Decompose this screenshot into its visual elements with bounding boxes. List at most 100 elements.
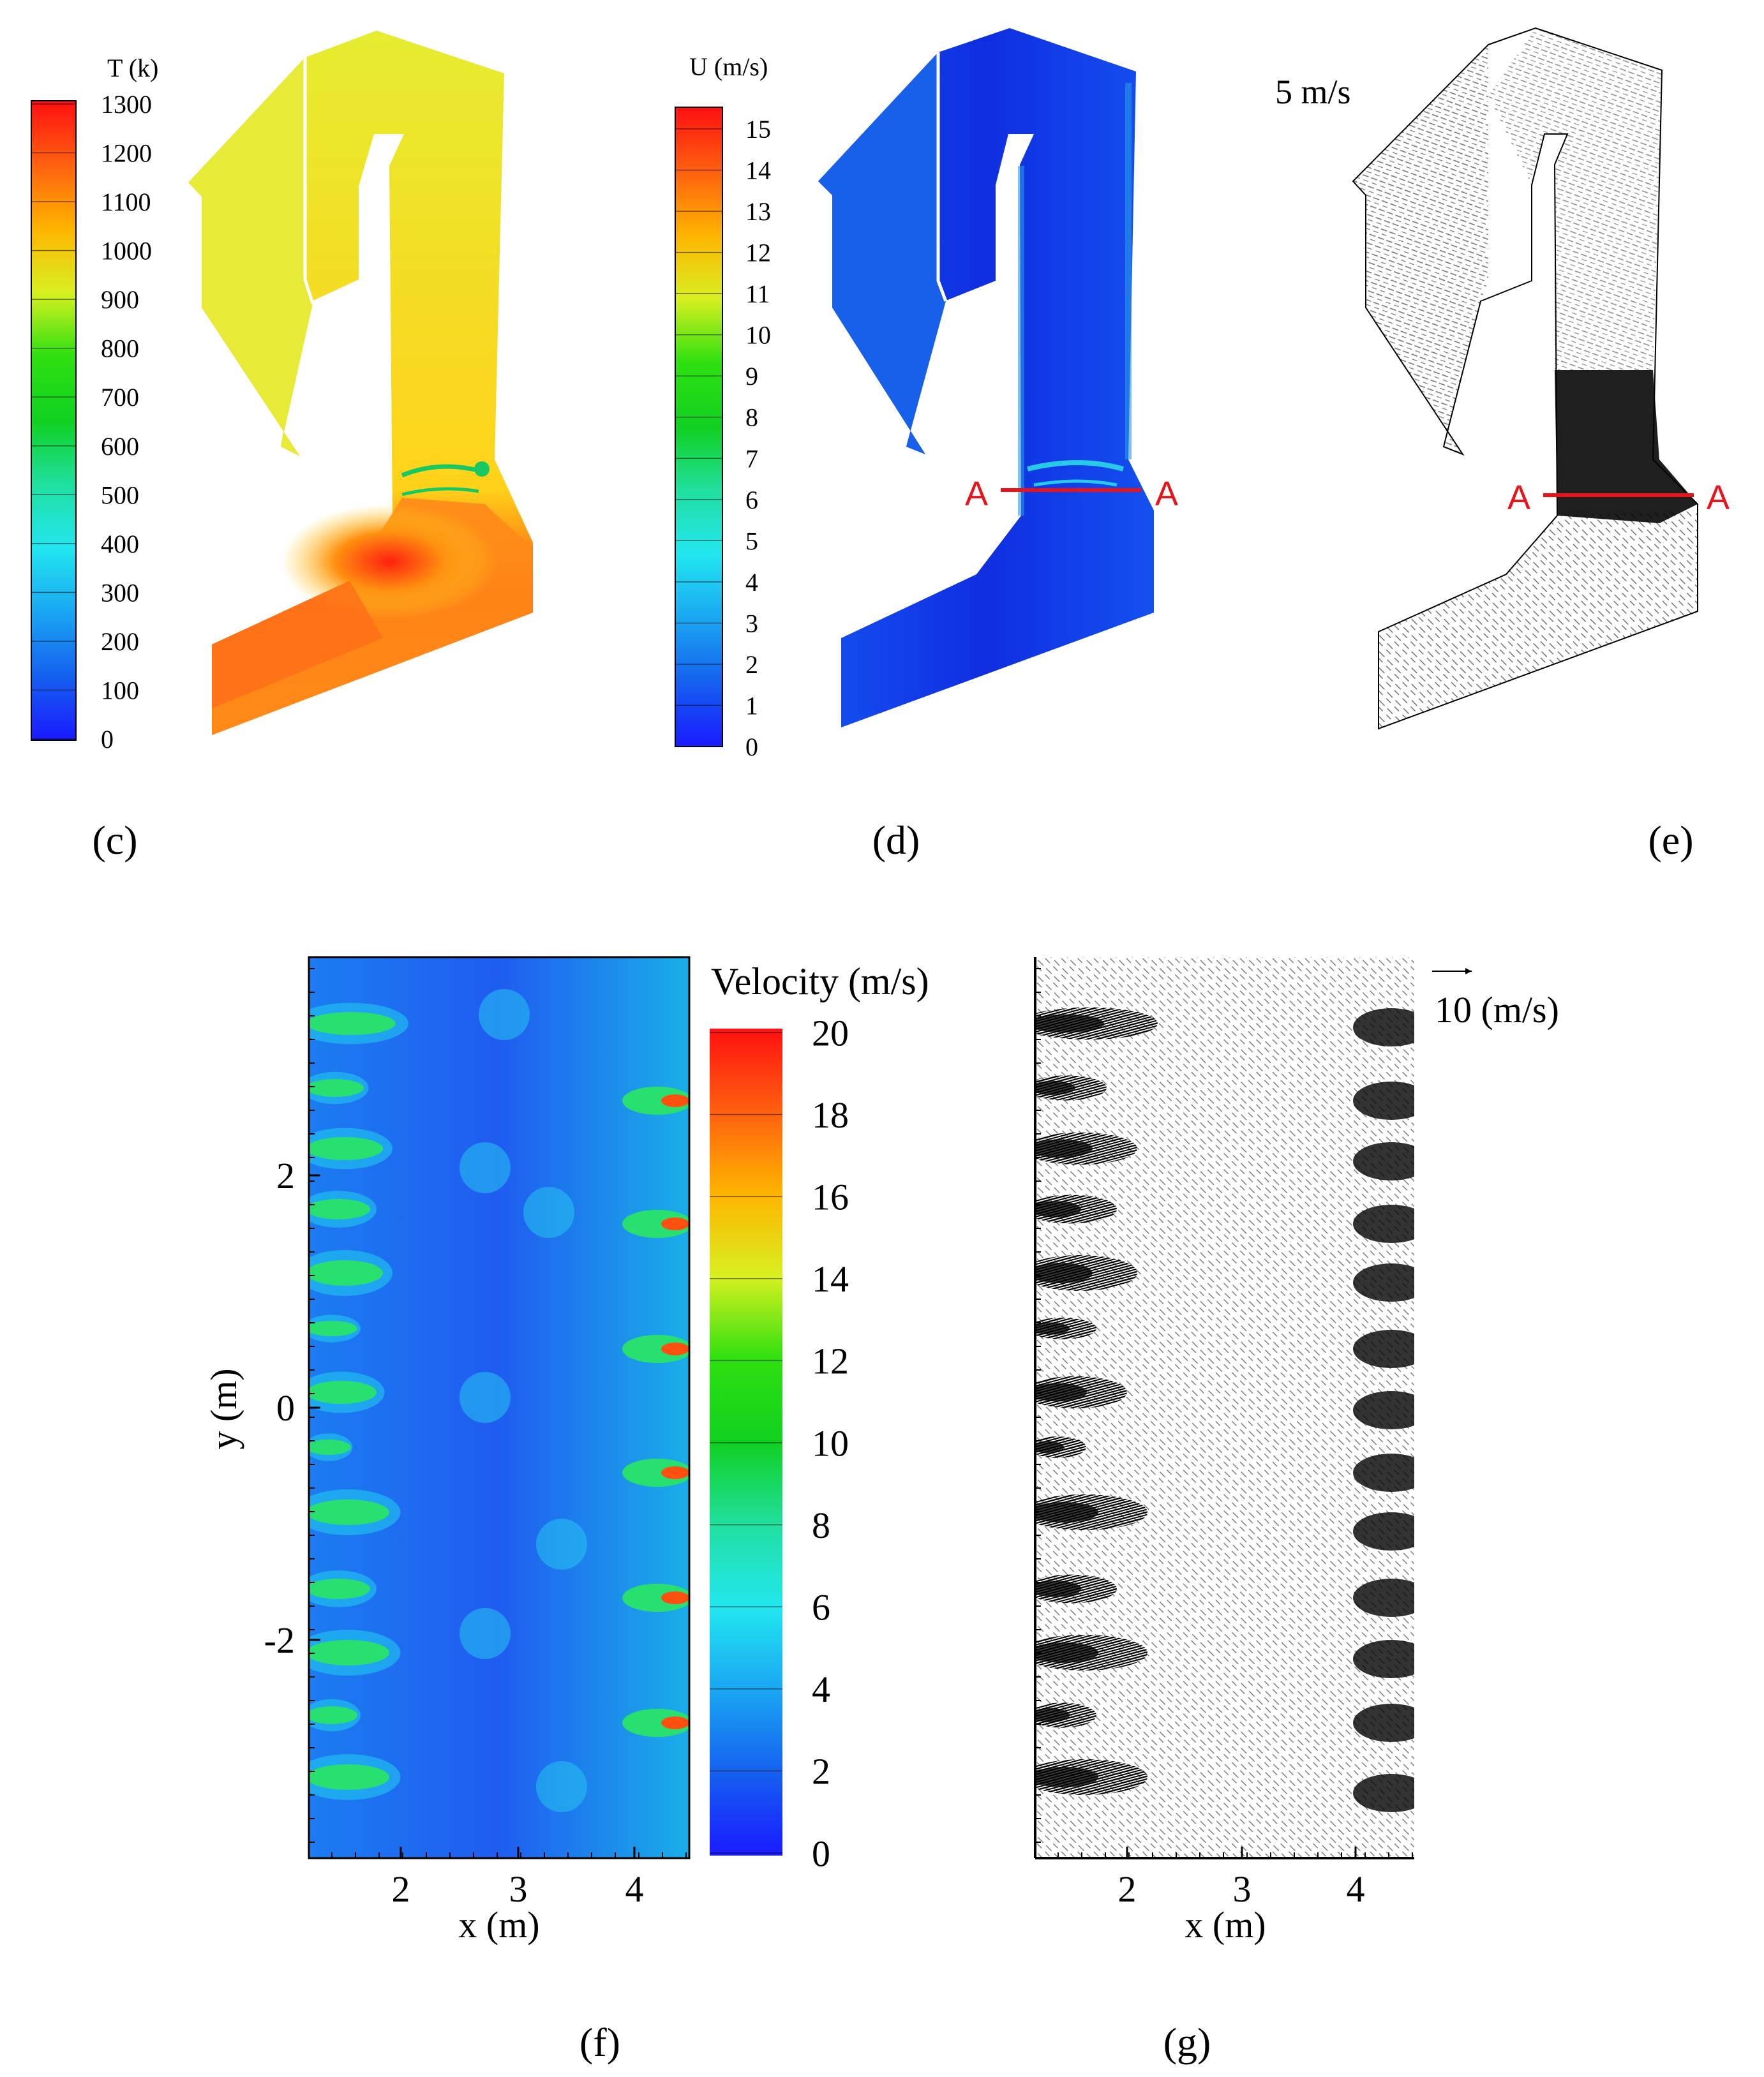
vector-jet-right	[1353, 1205, 1414, 1243]
vector-jet-right	[1353, 1704, 1414, 1742]
velocity-colorbar-tick-label: 14	[745, 156, 771, 185]
mixing-blob	[536, 1761, 587, 1812]
panel-f-jets	[309, 989, 689, 1812]
temperature-colorbar-tick-label: 800	[101, 334, 139, 363]
temperature-colorbar-tick-label: 1100	[101, 188, 151, 216]
temperature-colorbar-tick-label: 1300	[101, 90, 152, 119]
vector-jet-right	[1353, 1512, 1414, 1551]
panel-c: 1300120011001000900800700600500400300200…	[31, 31, 533, 754]
temperature-colorbar-tick-label: 100	[101, 676, 139, 704]
panel-f-ylabel: y (m)	[203, 1368, 244, 1449]
jet-right-plume	[622, 1709, 689, 1737]
jet-core	[309, 1199, 370, 1219]
panel-e: 5 m/s A A	[1275, 27, 1730, 730]
velocity-colorbar-f-tick-label: 4	[812, 1669, 830, 1710]
velocity-colorbar-tick-label: 2	[745, 650, 758, 679]
vector-jet-core	[1035, 1581, 1081, 1597]
mixing-blob	[460, 1142, 511, 1193]
section-label-e-left: A	[1507, 479, 1530, 517]
vector-jet-core	[1035, 1767, 1098, 1787]
velocity-colorbar-f-tick-label: 8	[812, 1505, 830, 1546]
panel-g-xtick-3: 3	[1233, 1868, 1252, 1910]
panel-f-ytick-neg2: -2	[264, 1619, 295, 1661]
velocity-colorbar-tick-label: 4	[745, 568, 758, 597]
reference-vector-label-e: 5 m/s	[1275, 73, 1351, 111]
temperature-colorbar-tick-label: 900	[101, 285, 139, 314]
boiler-partition-gap	[303, 57, 315, 304]
velocity-colorbar-f-tick-label: 16	[812, 1177, 849, 1218]
vector-jet-core	[1035, 1322, 1070, 1335]
velocity-colorbar	[675, 107, 723, 747]
velocity-colorbar-f-tick-label: 14	[812, 1258, 849, 1300]
jet-core	[309, 1381, 377, 1404]
velocity-colorbar-f-tick-label: 20	[812, 1012, 849, 1053]
jet-right-core	[661, 1466, 689, 1479]
vector-jet-right	[1353, 1082, 1414, 1120]
reference-vector-label-g: 10 (m/s)	[1435, 989, 1559, 1031]
boiler-vector-field-right	[1488, 28, 1662, 370]
mixing-blob	[523, 1187, 574, 1238]
velocity-colorbar-tick-label: 6	[745, 486, 758, 514]
velocity-colorbar-tick-label: 5	[745, 526, 758, 555]
velocity-colorbar-tick-label: 13	[745, 197, 771, 226]
vector-jet-core	[1035, 1441, 1064, 1454]
boiler-upper-left-region	[188, 57, 313, 456]
panel-f-label: (f)	[579, 2020, 620, 2065]
panel-g-xtick-2: 2	[1118, 1868, 1137, 1910]
panel-f-ytick-0: 0	[276, 1387, 295, 1429]
panel-d-label: (d)	[872, 817, 920, 863]
jet-core	[309, 1321, 357, 1336]
temperature-colorbar-tick-label: 0	[101, 725, 114, 754]
vector-jet-right	[1353, 1142, 1414, 1180]
jet-core	[309, 1440, 351, 1455]
jet-core	[309, 1764, 389, 1790]
temperature-colorbar-tick-label: 300	[101, 578, 139, 607]
jet-right-core	[661, 1217, 689, 1230]
velocity-colorbar-title: U (m/s)	[689, 52, 768, 81]
panel-f-ytick-2: 2	[276, 1155, 295, 1196]
velocity-colorbar-tick-label: 3	[745, 609, 758, 637]
temperature-colorbar	[31, 100, 77, 741]
boiler-velocity-throat-streak	[1027, 460, 1125, 472]
temperature-colorbar-tick-label: 200	[101, 627, 139, 656]
vector-jet-core	[1035, 1502, 1098, 1522]
vector-jet-core	[1035, 1080, 1075, 1096]
jet-core	[309, 1500, 389, 1525]
panel-g: 10 (m/s) x (m) 2 3 4	[1034, 957, 1559, 1946]
vector-jet-core	[1035, 1014, 1104, 1033]
temperature-colorbar-tick-label: 1000	[101, 237, 152, 265]
panel-e-label: (e)	[1648, 817, 1693, 863]
vector-jet-right	[1353, 1454, 1414, 1492]
jet-right-plume	[622, 1584, 689, 1612]
temperature-colorbar-tick-label: 500	[101, 480, 139, 509]
jet-right-core	[661, 1716, 689, 1729]
jet-right-core	[661, 1094, 689, 1107]
vector-jet-right	[1353, 1330, 1414, 1368]
jet-right-plume	[622, 1459, 689, 1487]
jet-core	[309, 1706, 357, 1724]
panel-g-field	[1035, 957, 1414, 1858]
panel-g-axis-ticks	[1035, 968, 1413, 1858]
vector-jet-core	[1035, 1383, 1087, 1402]
mixing-blob	[536, 1519, 587, 1570]
velocity-colorbar-f-tick-label: 10	[812, 1422, 849, 1464]
jet-right-plume	[622, 1335, 689, 1363]
velocity-colorbar-tick-label: 10	[745, 321, 771, 350]
jet-core	[309, 1260, 383, 1286]
panel-c-label: (c)	[92, 817, 137, 863]
velocity-colorbar-tick-label: 8	[745, 403, 758, 432]
vector-jet-right	[1353, 1391, 1414, 1429]
panel-f-xlabel: x (m)	[458, 1904, 539, 1946]
panel-g-label: (g)	[1163, 2020, 1211, 2065]
velocity-colorbar-tick-label: 12	[745, 239, 771, 267]
vector-jet-right	[1353, 1263, 1414, 1302]
vector-jet-right	[1353, 1008, 1414, 1046]
panel-g-xlabel: x (m)	[1185, 1904, 1266, 1946]
velocity-colorbar-f-tick-label: 6	[812, 1587, 830, 1628]
temperature-colorbar-tick-label: 400	[101, 530, 139, 558]
